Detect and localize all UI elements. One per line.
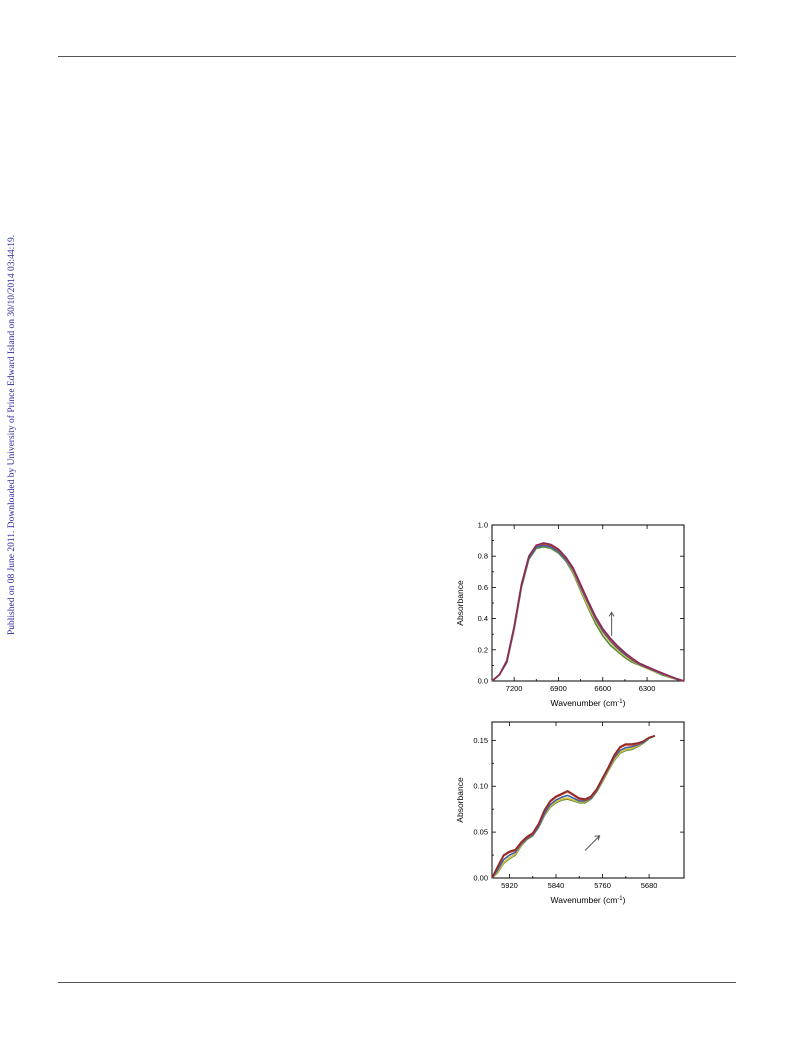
y-axis-title: Absorbance [455,580,465,626]
y-tick-label: 0.6 [478,583,488,592]
series-line-2 [491,544,685,682]
plot-frame [491,721,685,879]
y-tick-label: 0.8 [478,552,488,561]
absorbance-chart-upper: 0.0 0.2 0.4 0.6 0.8 1.0 7200 6900 6600 6300 Wavenu… [455,521,685,708]
series-line-3 [491,735,656,879]
x-tick-label: 6600 [594,684,611,693]
sidebar-publication-text[interactable]: Published on 08 June 2011. Downloaded by… [7,234,17,635]
x-tick-label: 5760 [594,881,611,890]
series-line-4 [491,735,656,879]
series-line-5 [491,735,656,879]
absorbance-chart-lower: 0.00 0.05 0.10 0.15 5920 5840 5760 5680 Wavenumb… [455,721,685,905]
header-rule [58,56,736,57]
y-tick-label: 0.0 [478,677,488,686]
x-axis-title: Wavenumber (cm-1) [551,895,626,905]
y-tick-label: 0.4 [478,614,488,623]
series-line-4 [491,542,685,682]
y-tick-label: 0.10 [473,782,488,791]
series-line-5 [491,542,685,682]
footer-rule [58,982,736,983]
y-tick-label: 0.2 [478,645,488,654]
x-tick-label: 6300 [639,684,656,693]
x-tick-label: 5920 [501,881,518,890]
increase-arrow [584,835,600,851]
y-tick-label: 0.00 [473,874,488,883]
x-tick-label: 7200 [506,684,523,693]
series-line-1 [491,546,685,682]
x-tick-label: 6900 [550,684,567,693]
x-tick-label: 5680 [641,881,658,890]
increase-arrowhead [608,611,615,617]
x-tick-label: 5840 [548,881,565,890]
y-tick-label: 0.15 [473,736,488,745]
increase-arrowhead [594,835,601,841]
publication-sidebar: Published on 08 June 2011. Downloaded by… [4,188,20,638]
y-tick-label: 0.05 [473,828,488,837]
y-axis-title: Absorbance [455,777,465,823]
series-line-3 [491,544,685,682]
x-axis-title: Wavenumber (cm-1) [551,698,626,708]
y-tick-label: 1.0 [478,521,488,530]
series-line-2 [491,735,656,879]
series-line-1 [491,735,656,879]
